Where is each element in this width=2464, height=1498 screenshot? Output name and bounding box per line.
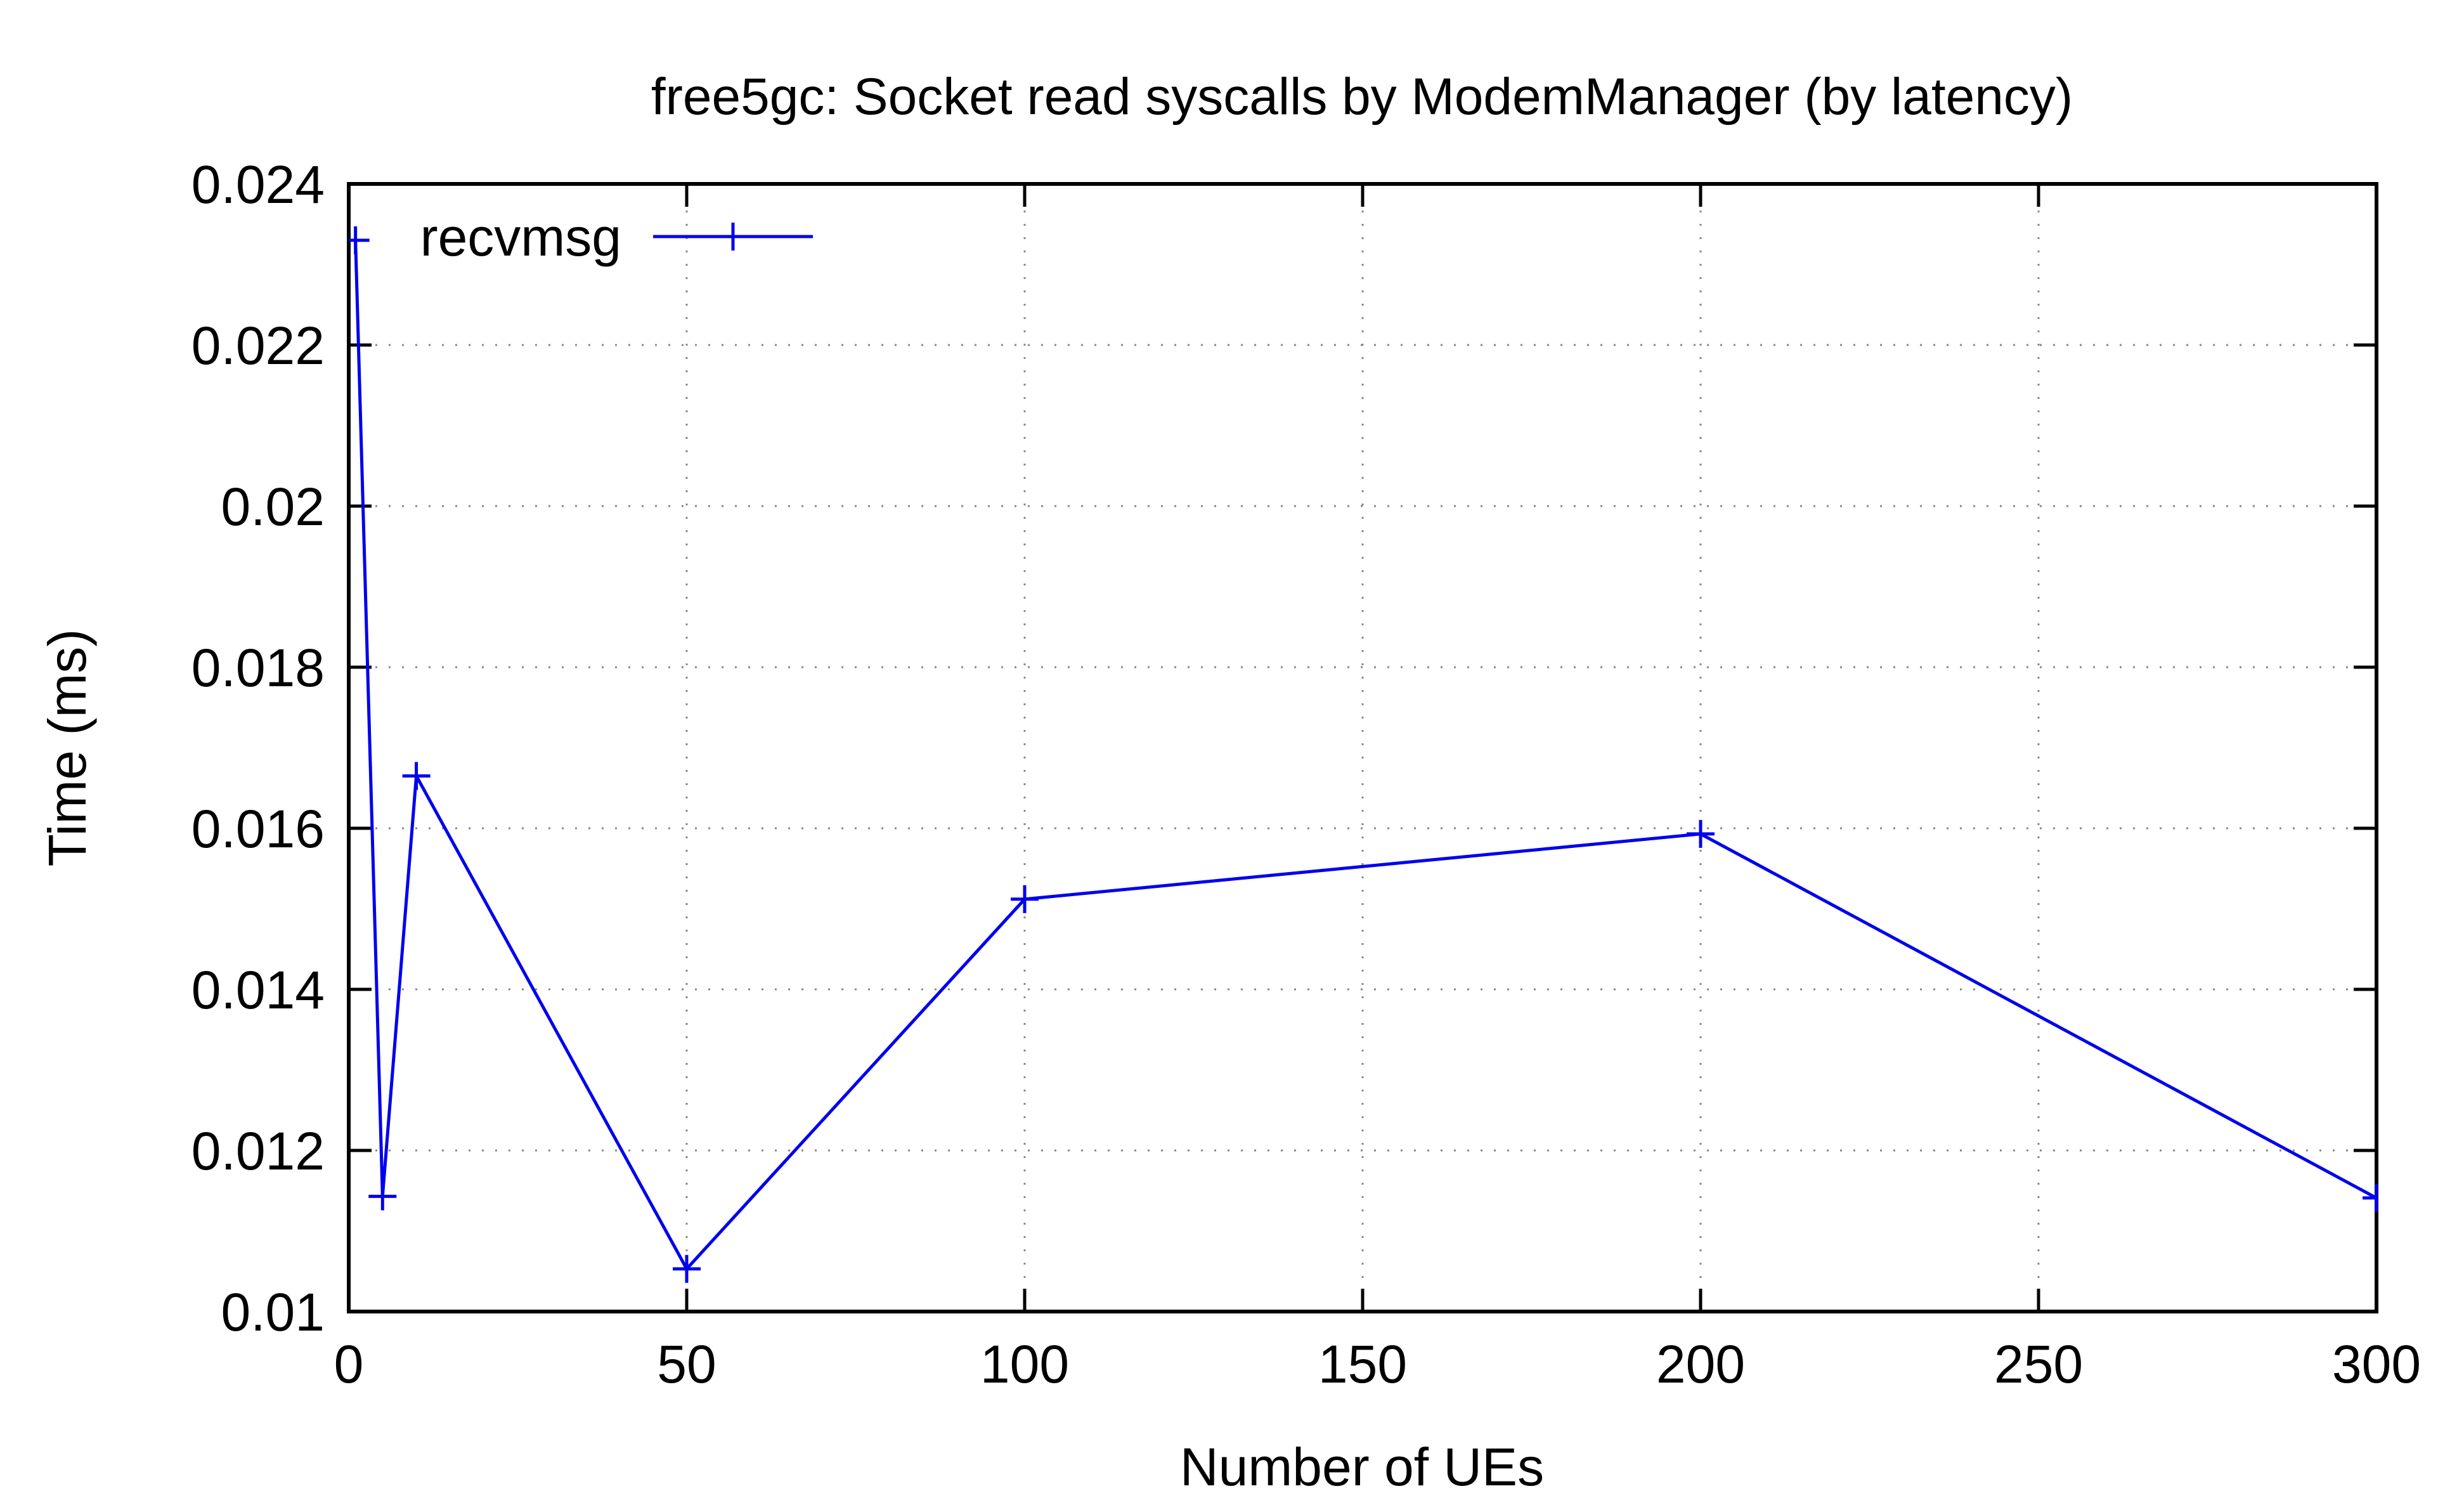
x-tick-label: 300 xyxy=(2332,1334,2421,1394)
legend-label: recvmsg xyxy=(420,207,621,267)
y-tick-label: 0.024 xyxy=(191,155,325,214)
x-tick-label: 250 xyxy=(1994,1334,2083,1394)
series-line-recvmsg xyxy=(354,240,2378,1272)
x-axis-label: Number of UEs xyxy=(1180,1437,1544,1497)
data-point-marker xyxy=(349,226,370,254)
data-point-marker xyxy=(402,762,431,790)
y-tick-label: 0.022 xyxy=(191,316,325,375)
y-tick-label: 0.016 xyxy=(191,799,325,859)
y-tick-label: 0.018 xyxy=(191,638,325,698)
data-point-marker xyxy=(1011,885,1039,913)
plot-area-frame xyxy=(347,182,2378,1313)
y-tick-label: 0.01 xyxy=(221,1282,325,1342)
y-tick-label: 0.014 xyxy=(191,960,325,1020)
data-point-marker xyxy=(673,1254,701,1283)
chart-title: free5gc: Socket read syscalls by ModemMa… xyxy=(651,68,2073,126)
x-tick-label: 150 xyxy=(1318,1334,1407,1394)
series-layer xyxy=(349,226,2378,1283)
data-point-marker xyxy=(368,1182,397,1211)
axis-ticks: 0 50 100 150 200 250 300 0.01 0.012 0.014 0.016 0.0… xyxy=(191,155,2421,1394)
legend: recvmsg xyxy=(420,207,813,267)
x-tick-label: 200 xyxy=(1656,1334,1745,1394)
grid-lines xyxy=(349,184,2376,1312)
data-point-marker xyxy=(2363,1183,2378,1212)
x-tick-label: 50 xyxy=(657,1334,716,1394)
y-tick-label: 0.02 xyxy=(221,477,325,537)
y-axis-label: Time (ms) xyxy=(37,629,97,867)
x-tick-label: 0 xyxy=(334,1334,364,1394)
data-point-marker xyxy=(1687,819,1715,848)
legend-marker-sample xyxy=(719,223,747,251)
x-tick-label: 100 xyxy=(980,1334,1069,1394)
y-tick-label: 0.012 xyxy=(191,1121,325,1181)
